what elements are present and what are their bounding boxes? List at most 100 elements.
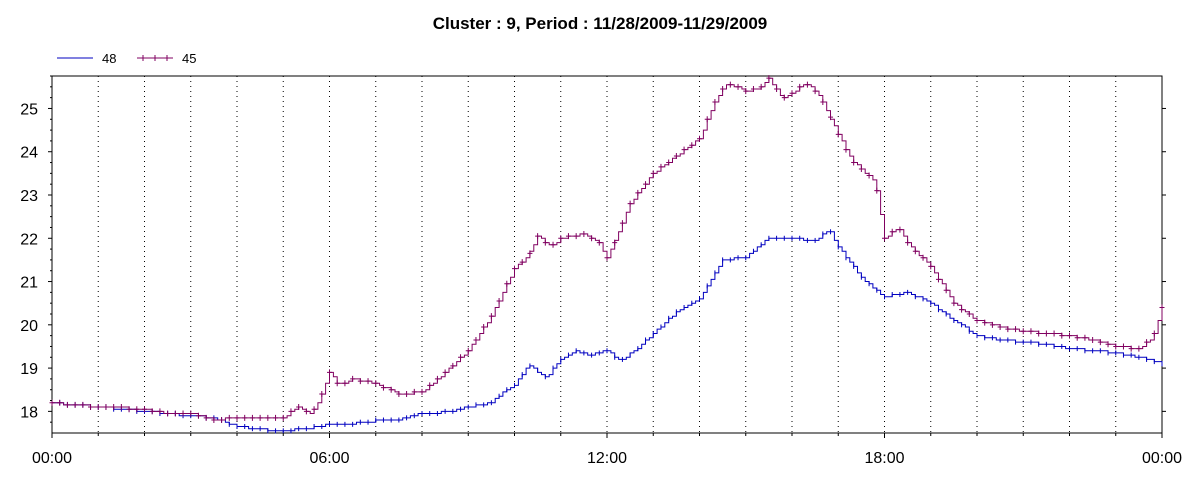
data-point-45 — [80, 401, 86, 408]
data-point-45 — [982, 319, 988, 326]
data-point-45 — [1090, 336, 1096, 343]
data-point-45 — [280, 414, 286, 421]
data-point-45 — [804, 81, 810, 88]
y-tick-label: 20 — [20, 318, 38, 335]
data-point-45 — [1005, 326, 1011, 333]
data-point-45 — [681, 146, 687, 153]
data-point-45 — [334, 380, 340, 387]
data-point-45 — [673, 153, 679, 160]
data-point-45 — [126, 406, 132, 413]
data-point-45 — [249, 414, 255, 421]
data-point-45 — [558, 235, 564, 242]
data-point-45 — [812, 88, 818, 95]
axis-layer: 00:00 06:00 12:00 18:00 00:00 18 19 20 21 22 23 24 2… — [20, 75, 1182, 467]
data-point-45 — [1036, 330, 1042, 337]
data-point-45 — [458, 354, 464, 361]
data-point-45 — [57, 399, 63, 406]
x-tick-label: 18:00 — [864, 450, 904, 467]
x-tick-label: 12:00 — [587, 450, 627, 467]
data-point-45 — [319, 391, 325, 398]
data-point-45 — [1051, 330, 1057, 337]
data-point-45 — [265, 414, 271, 421]
data-point-45 — [1144, 339, 1150, 346]
data-point-45 — [1082, 334, 1088, 341]
data-point-45 — [1113, 343, 1119, 350]
data-point-45 — [573, 233, 579, 240]
data-point-45 — [157, 408, 163, 415]
data-point-45 — [234, 414, 240, 421]
data-point-45 — [365, 378, 371, 385]
data-point-45 — [874, 187, 880, 194]
legend-label-48: 48 — [102, 51, 116, 66]
x-tick-label: 06:00 — [309, 450, 349, 467]
data-point-45 — [527, 250, 533, 257]
data-point-45 — [434, 375, 440, 382]
data-point-45 — [1043, 330, 1049, 337]
y-tick-label: 23 — [20, 188, 38, 205]
y-tick-label: 19 — [20, 361, 38, 378]
data-point-45 — [920, 254, 926, 261]
series-layer — [49, 75, 1165, 434]
data-point-45 — [311, 406, 317, 413]
data-point-45 — [581, 230, 587, 237]
data-point-45 — [781, 94, 787, 101]
data-point-45 — [180, 410, 186, 417]
x-tick-label: 00:00 — [1142, 450, 1182, 467]
data-point-45 — [604, 254, 610, 261]
data-point-45 — [897, 226, 903, 233]
data-point-45 — [142, 406, 147, 413]
data-point-45 — [1105, 341, 1111, 348]
data-point-45 — [211, 417, 217, 424]
data-point-45 — [419, 388, 425, 395]
y-tick-label: 24 — [20, 145, 38, 162]
data-point-45 — [257, 414, 263, 421]
legend-label-45: 45 — [182, 51, 196, 66]
data-point-45 — [589, 235, 595, 242]
data-point-45 — [519, 259, 525, 266]
data-point-45 — [465, 347, 471, 354]
data-point-45 — [149, 408, 155, 415]
data-point-45 — [905, 239, 911, 246]
data-point-45 — [88, 404, 94, 411]
data-point-45 — [727, 81, 733, 88]
data-point-45 — [226, 414, 232, 421]
data-point-45 — [843, 146, 849, 153]
data-point-45 — [203, 414, 209, 421]
data-point-45 — [473, 336, 479, 343]
data-point-45 — [1097, 339, 1103, 346]
data-point-45 — [928, 263, 934, 270]
data-point-45 — [750, 85, 756, 92]
data-point-45 — [704, 116, 710, 123]
data-point-45 — [935, 276, 941, 283]
data-point-45 — [172, 410, 178, 417]
data-point-45 — [851, 159, 857, 166]
data-point-45 — [111, 404, 117, 411]
data-point-45 — [989, 321, 995, 328]
x-tick-label: 00:00 — [32, 450, 72, 467]
data-point-45 — [542, 239, 548, 246]
data-point-45 — [1059, 332, 1065, 339]
data-point-45 — [481, 323, 487, 330]
data-point-45 — [504, 280, 510, 287]
data-point-45 — [380, 384, 386, 391]
data-point-45 — [612, 239, 618, 246]
data-point-45 — [550, 241, 556, 248]
data-point-45 — [296, 404, 302, 411]
data-point-45 — [442, 369, 448, 376]
data-point-45 — [1128, 345, 1134, 352]
data-point-45 — [766, 75, 772, 82]
data-point-45 — [188, 410, 194, 417]
data-point-45 — [373, 380, 379, 387]
data-point-45 — [488, 313, 494, 320]
data-point-45 — [303, 408, 309, 415]
data-point-45 — [288, 408, 294, 415]
data-point-45 — [959, 306, 965, 313]
data-point-45 — [758, 83, 764, 90]
data-point-45 — [219, 417, 225, 424]
data-point-45 — [1013, 326, 1019, 333]
data-point-45 — [820, 98, 826, 105]
data-point-45 — [103, 404, 109, 411]
data-point-45 — [273, 414, 279, 421]
data-point-45 — [797, 83, 803, 90]
